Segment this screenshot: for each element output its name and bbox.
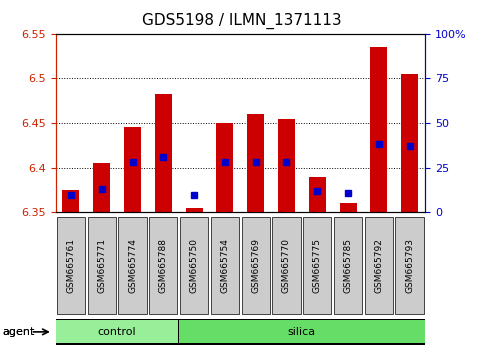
Bar	[118, 217, 147, 314]
Bar	[179, 320, 425, 343]
Bar	[247, 114, 264, 212]
Bar	[87, 217, 116, 314]
Bar	[216, 123, 233, 212]
Bar	[396, 217, 424, 314]
Text: GSM665771: GSM665771	[97, 238, 106, 293]
Text: agent: agent	[2, 327, 35, 337]
Bar	[93, 163, 110, 212]
Text: GSM665792: GSM665792	[374, 238, 384, 293]
Bar	[401, 74, 418, 212]
Text: agent: agent	[3, 327, 35, 337]
Text: GSM665770: GSM665770	[282, 238, 291, 293]
Text: GSM665788: GSM665788	[159, 238, 168, 293]
Bar	[272, 217, 300, 314]
Bar	[124, 127, 141, 212]
Text: GSM665750: GSM665750	[190, 238, 199, 293]
Text: GSM665774: GSM665774	[128, 238, 137, 293]
Bar	[334, 217, 362, 314]
Bar	[370, 47, 387, 212]
Bar	[340, 204, 356, 212]
Bar	[309, 177, 326, 212]
Text: GSM665785: GSM665785	[343, 238, 353, 293]
Text: GDS5198 / ILMN_1371113: GDS5198 / ILMN_1371113	[142, 12, 341, 29]
Bar	[155, 93, 172, 212]
Text: silica: silica	[288, 327, 316, 337]
Bar	[56, 320, 178, 343]
Bar	[185, 208, 202, 212]
Text: GSM665793: GSM665793	[405, 238, 414, 293]
Bar	[303, 217, 331, 314]
Text: GSM665754: GSM665754	[220, 238, 229, 293]
Bar	[62, 190, 79, 212]
Bar	[149, 217, 177, 314]
Text: control: control	[98, 327, 136, 337]
Bar	[278, 119, 295, 212]
Text: GSM665769: GSM665769	[251, 238, 260, 293]
Bar	[211, 217, 239, 314]
Bar	[180, 217, 208, 314]
Text: GSM665761: GSM665761	[67, 238, 75, 293]
Bar	[242, 217, 270, 314]
Text: GSM665775: GSM665775	[313, 238, 322, 293]
Bar	[365, 217, 393, 314]
Bar	[57, 217, 85, 314]
